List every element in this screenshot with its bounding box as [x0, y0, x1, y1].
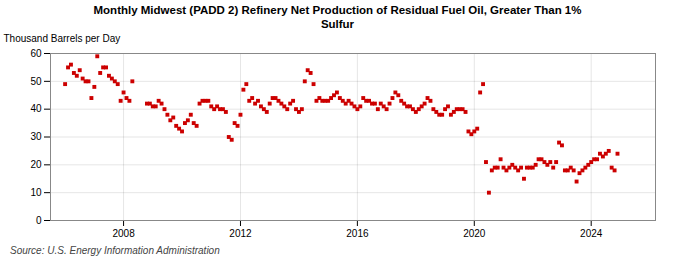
svg-text:2020: 2020: [463, 228, 486, 239]
svg-text:2016: 2016: [346, 228, 369, 239]
svg-text:0: 0: [36, 215, 42, 226]
html-text:Source: U.S. Energy Informatio: Source: U.S. Energy Information Administ…: [10, 245, 220, 256]
svg-text:40: 40: [30, 103, 42, 114]
svg-text:Thousand Barrels per Day: Thousand Barrels per Day: [4, 33, 121, 44]
svg-text:2012: 2012: [229, 228, 252, 239]
svg-text:30: 30: [30, 131, 42, 142]
svg-text:10: 10: [30, 187, 42, 198]
svg-text:50: 50: [30, 76, 42, 87]
svg-text:2008: 2008: [112, 228, 135, 239]
html-text:Monthly Midwest (PADD 2) Refin: Monthly Midwest (PADD 2) Refinery Net Pr…: [93, 4, 582, 30]
svg-text:20: 20: [30, 159, 42, 170]
svg-text:60: 60: [30, 48, 42, 59]
svg-text:2024: 2024: [580, 228, 603, 239]
